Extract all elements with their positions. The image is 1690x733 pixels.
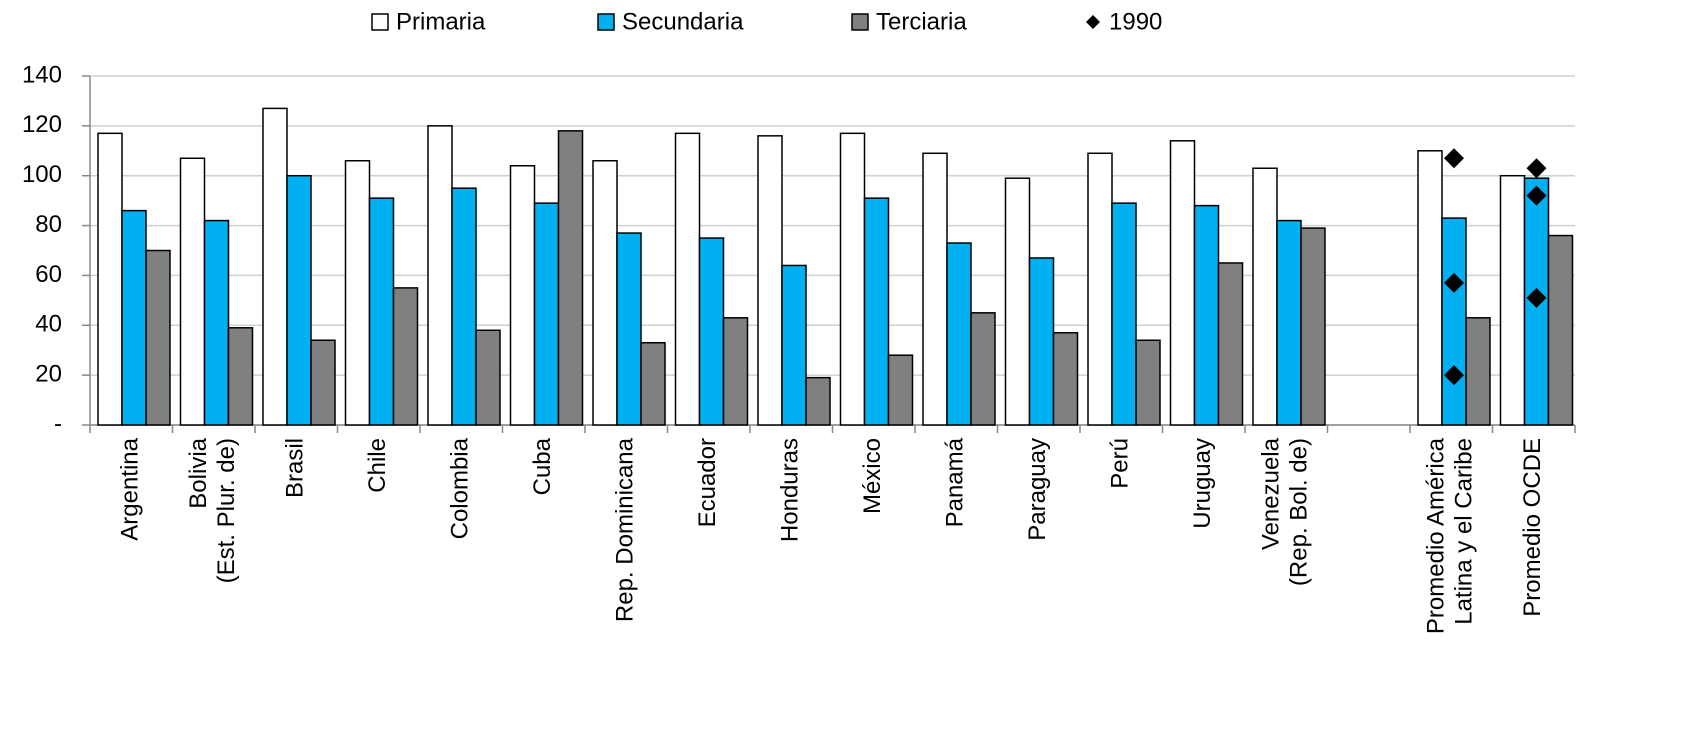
legend-marker (1086, 15, 1100, 29)
bar (310, 339, 336, 426)
x-tick-label: Argentina (117, 437, 144, 540)
bar (1417, 150, 1443, 426)
x-tick-label: Uruguay (1189, 438, 1216, 529)
x-tick-label: Brasil (282, 438, 309, 498)
y-tick-label: 20 (35, 360, 62, 387)
x-tick-label: Promedio OCDE (1519, 438, 1546, 617)
legend-item: Terciaria (851, 8, 967, 35)
bar (698, 237, 725, 426)
bar (757, 135, 783, 426)
bar (887, 354, 914, 426)
x-tick-label: México (859, 438, 886, 514)
bar (1465, 317, 1491, 426)
x-tick-label: Paraguay (1024, 438, 1051, 541)
bar (592, 160, 618, 426)
bar (863, 197, 890, 426)
x-tick-label: Venezuela (1258, 437, 1285, 550)
marker-1990 (1444, 272, 1464, 293)
bar (1217, 262, 1244, 426)
bar (1441, 217, 1467, 426)
bar (1547, 234, 1574, 426)
marker-1990 (1444, 365, 1464, 386)
y-tick-label: 60 (35, 261, 62, 288)
bar (344, 160, 371, 426)
x-tick-label: Promedio América (1423, 437, 1450, 634)
bar (227, 327, 254, 426)
bar (1193, 204, 1220, 426)
x-tick-label: Latina y el Caribe (1451, 438, 1478, 625)
bar (674, 132, 701, 426)
marker-1990 (1526, 158, 1547, 179)
legend-swatch (851, 13, 869, 31)
bar (616, 232, 642, 426)
bar (392, 287, 419, 426)
bar (970, 312, 996, 426)
legend-item: Secundaria (597, 8, 744, 35)
bar (262, 107, 288, 426)
x-tick-label: Bolivia (185, 437, 212, 508)
marker-1990 (1526, 185, 1547, 206)
legend-item: Primaria (371, 8, 486, 35)
y-tick-label: - (54, 410, 62, 437)
bar (922, 152, 948, 426)
bar (368, 197, 395, 426)
x-tick-label: Perú (1107, 438, 1134, 489)
bar (781, 264, 807, 426)
x-tick-label: (Est. Plur. de) (213, 438, 240, 583)
bar (557, 130, 584, 426)
x-tick-label: (Rep. Bol. de) (1286, 438, 1313, 586)
legend-label: Primaria (396, 8, 486, 35)
bar (509, 164, 536, 426)
bar (1028, 257, 1055, 426)
bar (946, 242, 972, 426)
bar (475, 329, 501, 426)
y-tick-label: 100 (22, 161, 62, 188)
bar (640, 341, 666, 426)
legend-label: Secundaria (622, 8, 744, 35)
legend-item: 1990 (1086, 8, 1162, 35)
marker-1990 (1444, 148, 1464, 169)
x-tick-label: Chile (364, 438, 391, 493)
bar (97, 132, 123, 426)
bar (1499, 174, 1526, 426)
x-tick-label: Rep. Dominicana (612, 437, 639, 622)
x-tick-label: Colombia (447, 437, 474, 539)
bar (179, 157, 206, 426)
bar (805, 376, 831, 426)
legend-label: 1990 (1109, 8, 1162, 35)
bar (427, 125, 453, 426)
bar (1252, 167, 1278, 426)
legend-swatch (371, 13, 389, 31)
bar (1052, 332, 1079, 426)
bar (533, 202, 560, 426)
bar (722, 317, 749, 426)
bar (286, 174, 312, 426)
bar (1087, 152, 1113, 426)
bar (1300, 227, 1326, 426)
y-tick-label: 140 (22, 61, 62, 88)
x-tick-label: Honduras (777, 438, 804, 542)
bar (121, 209, 147, 426)
bar (1169, 140, 1196, 426)
bar (1111, 202, 1137, 426)
y-tick-label: 40 (35, 311, 62, 338)
legend-label: Terciaria (876, 8, 967, 35)
bar (203, 219, 230, 426)
bar (1004, 177, 1031, 426)
marker-1990 (1526, 287, 1547, 308)
x-tick-label: Ecuador (694, 438, 721, 527)
y-tick-label: 120 (22, 111, 62, 138)
legend-swatch (597, 13, 615, 31)
y-tick-label: 80 (35, 211, 62, 238)
x-tick-label: Cuba (529, 437, 556, 495)
bar (451, 187, 477, 426)
bar (1276, 219, 1302, 426)
x-tick-label: Panamá (942, 437, 969, 527)
bar (839, 132, 866, 426)
bar (1135, 339, 1161, 426)
bar (145, 249, 171, 426)
